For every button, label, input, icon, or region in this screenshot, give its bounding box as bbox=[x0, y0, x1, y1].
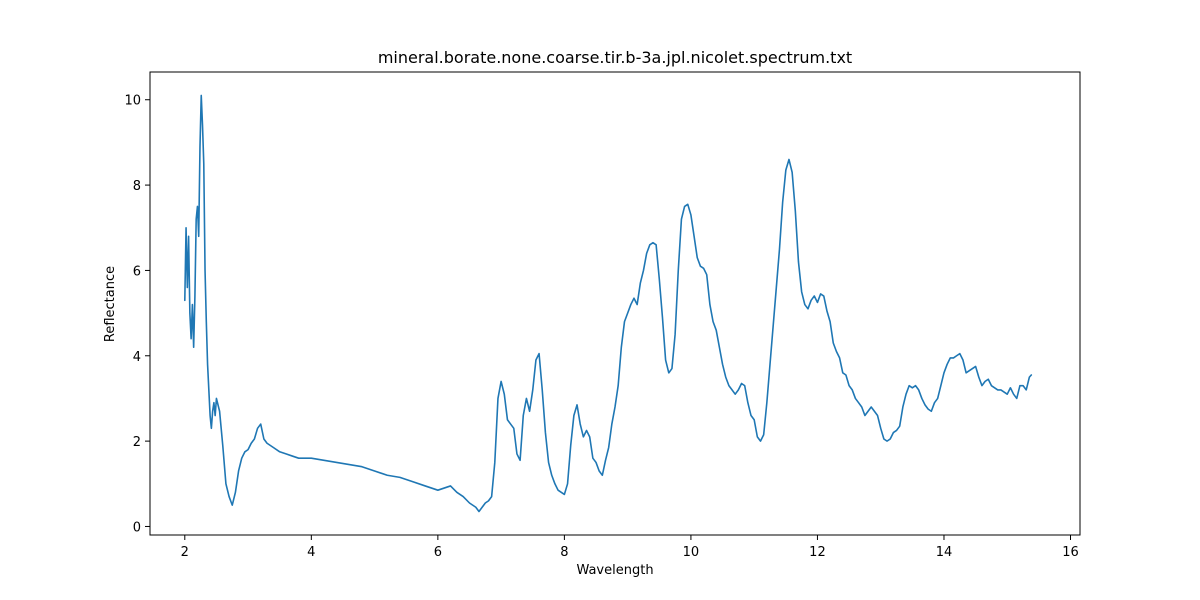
y-tick-label: 8 bbox=[133, 179, 141, 194]
x-axis-label: Wavelength bbox=[576, 563, 653, 578]
y-tick-label: 6 bbox=[133, 264, 141, 279]
x-tick-label: 2 bbox=[181, 545, 189, 560]
x-tick-label: 4 bbox=[307, 545, 315, 560]
x-tick-label: 10 bbox=[683, 545, 700, 560]
y-axis-label: Reflectance bbox=[103, 266, 118, 342]
x-axis-ticks: 2 4 6 8 10 12 14 16 bbox=[181, 535, 1079, 560]
chart-title: mineral.borate.none.coarse.tir.b-3a.jpl.… bbox=[378, 48, 852, 67]
y-tick-label: 10 bbox=[124, 94, 141, 109]
x-tick-label: 14 bbox=[936, 545, 953, 560]
x-tick-label: 6 bbox=[434, 545, 442, 560]
y-axis-ticks: 0 2 4 6 8 10 bbox=[124, 94, 150, 535]
x-tick-label: 12 bbox=[809, 545, 826, 560]
plot-area bbox=[184, 94, 1033, 513]
y-tick-label: 4 bbox=[133, 350, 141, 365]
spectrum-series-line bbox=[184, 94, 1033, 513]
y-tick-label: 0 bbox=[133, 520, 141, 535]
axes-frame bbox=[149, 71, 1081, 536]
x-tick-label: 16 bbox=[1062, 545, 1079, 560]
x-tick-label: 8 bbox=[560, 545, 568, 560]
y-tick-label: 2 bbox=[133, 435, 141, 450]
